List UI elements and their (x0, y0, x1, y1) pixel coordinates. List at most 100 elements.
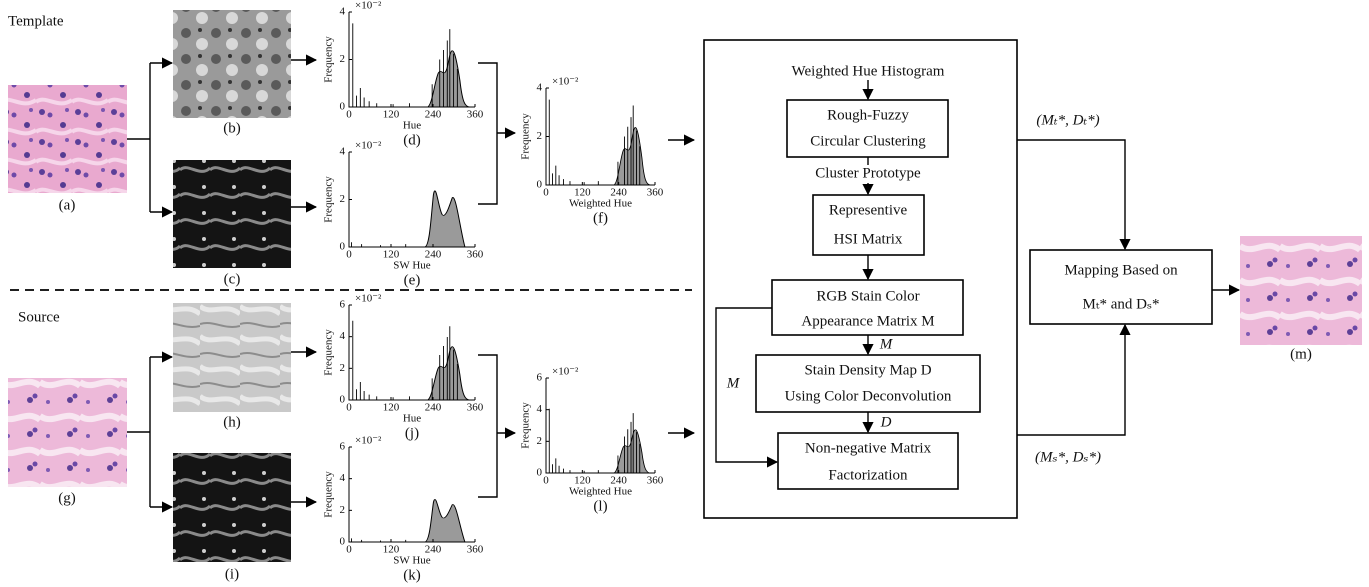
x-tick-label: 240 (425, 109, 442, 121)
x-tick-label: 120 (383, 402, 400, 414)
figure: Template Source (a) (b) (c) (g) (h) (i) … (0, 0, 1369, 587)
image-m (1240, 236, 1362, 345)
x-tick-label: 240 (425, 402, 442, 414)
y-tick-label: 4 (340, 146, 346, 158)
node-text: Mₜ* and Dₛ* (1082, 296, 1159, 312)
x-tick-label: 0 (543, 187, 549, 199)
histogram-shape (349, 499, 465, 542)
y-tick-label: 4 (340, 330, 346, 342)
y-tick-label: 2 (340, 53, 346, 65)
y-tick-label: 6 (340, 441, 346, 453)
y-tick-label: 2 (340, 193, 346, 205)
scale-label: ×10⁻² (552, 366, 579, 378)
y-tick-label: 2 (537, 435, 543, 447)
caption: (k) (403, 567, 421, 583)
histogram-shape (549, 409, 650, 473)
connector (127, 357, 150, 507)
node-text: Mapping Based on (1064, 262, 1178, 278)
caption: (a) (59, 197, 76, 213)
edge-label: M (879, 336, 894, 352)
flow-input: Weighted Hue Histogram (792, 63, 945, 79)
y-axis-label: Frequency (520, 402, 532, 449)
y-axis-label: Frequency (520, 113, 532, 160)
edge-label: M (726, 375, 741, 391)
arrow (1017, 140, 1125, 249)
node-text: Factorization (828, 467, 908, 483)
node-text: Rough-Fuzzy (827, 107, 909, 123)
bracket (478, 355, 497, 497)
y-tick-label: 4 (340, 472, 346, 484)
x-axis-label: Weighted Hue (569, 486, 632, 498)
edge-label: Cluster Prototype (815, 165, 921, 181)
caption: (f) (593, 210, 608, 226)
node-text: HSI Matrix (834, 231, 903, 247)
caption: (b) (223, 120, 241, 136)
output-label: (Mₛ*, Dₛ*) (1035, 449, 1101, 465)
y-tick-label: 0 (340, 101, 346, 113)
y-tick-label: 4 (537, 403, 543, 415)
connector (127, 63, 150, 212)
node-text: Appearance Matrix M (801, 313, 934, 329)
node-text: Representive (829, 202, 908, 218)
image-g (8, 378, 127, 487)
y-tick-label: 0 (340, 536, 346, 548)
y-axis-label: Frequency (323, 176, 335, 223)
y-tick-label: 0 (537, 179, 543, 191)
y-tick-label: 2 (340, 362, 346, 374)
caption: (j) (405, 425, 419, 441)
x-tick-label: 360 (467, 402, 484, 414)
histogram-shape (353, 321, 470, 400)
image-c (173, 160, 291, 268)
y-tick-label: 0 (340, 241, 346, 253)
edge-label: D (880, 414, 892, 430)
node-text: Circular Clustering (810, 133, 926, 149)
arrow (1017, 325, 1125, 435)
x-tick-label: 120 (383, 109, 400, 121)
image-b (173, 10, 291, 118)
y-tick-label: 0 (340, 394, 346, 406)
node-text: Using Color Deconvolution (785, 388, 952, 404)
y-tick-label: 4 (537, 82, 543, 94)
output-label: (Mₜ*, Dₜ*) (1036, 112, 1099, 128)
y-axis-label: Frequency (323, 36, 335, 83)
scale-label: ×10⁻² (355, 0, 382, 12)
scale-label: ×10⁻² (355, 140, 382, 152)
caption: (d) (403, 132, 421, 148)
caption: (m) (1290, 346, 1312, 362)
x-tick-label: 360 (467, 249, 484, 261)
x-axis-label: SW Hue (393, 260, 430, 272)
scale-label: ×10⁻² (552, 76, 579, 88)
y-tick-label: 2 (537, 130, 543, 142)
image-a (8, 85, 127, 193)
scale-label: ×10⁻² (355, 435, 382, 447)
y-tick-label: 6 (340, 299, 346, 311)
bracket (478, 63, 497, 204)
x-tick-label: 360 (467, 109, 484, 121)
x-tick-label: 360 (647, 187, 664, 199)
y-tick-label: 4 (340, 6, 346, 18)
section-label: Source (18, 309, 60, 325)
x-tick-label: 0 (346, 109, 352, 121)
x-tick-label: 0 (346, 249, 352, 261)
scale-label: ×10⁻² (355, 293, 382, 305)
node-text: Stain Density Map D (804, 362, 931, 378)
y-tick-label: 0 (537, 467, 543, 479)
image-h (173, 303, 291, 412)
section-label: Template (8, 13, 64, 29)
x-tick-label: 0 (346, 544, 352, 556)
node-text: RGB Stain Color (816, 288, 919, 304)
caption: (l) (593, 498, 607, 514)
caption: (e) (404, 272, 421, 288)
caption: (c) (224, 271, 241, 287)
x-tick-label: 360 (647, 475, 664, 487)
x-axis-label: Hue (403, 413, 421, 425)
histogram-shape (353, 23, 470, 107)
mapping-box (1030, 250, 1212, 324)
caption: (h) (223, 414, 241, 430)
histogram-shape (349, 191, 465, 247)
x-axis-label: Weighted Hue (569, 198, 632, 210)
x-tick-label: 0 (346, 402, 352, 414)
y-axis-label: Frequency (323, 471, 335, 518)
x-tick-label: 360 (467, 544, 484, 556)
y-tick-label: 6 (537, 372, 543, 384)
